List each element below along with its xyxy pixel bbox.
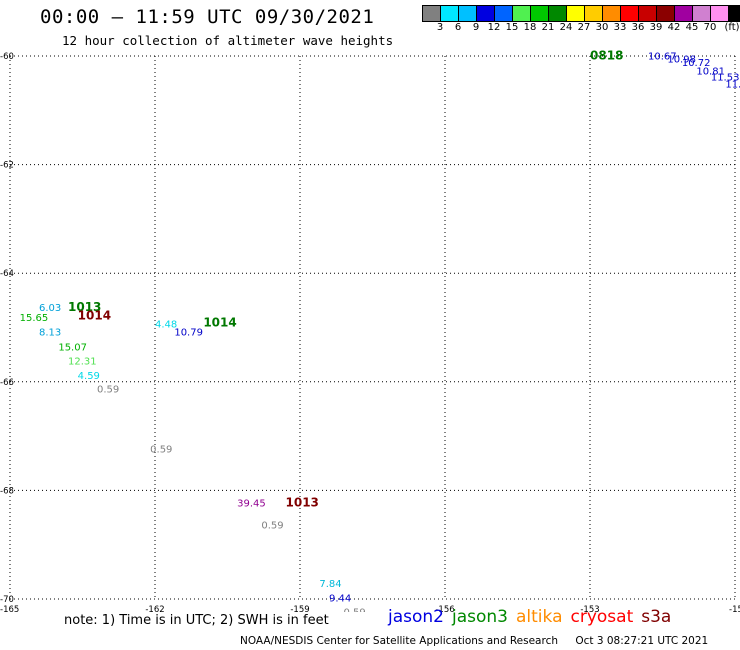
data-point-label: 12.31: [68, 356, 97, 367]
data-point-label: 10.81: [696, 66, 725, 77]
data-point-label: 7.84: [319, 579, 341, 590]
legend-entry-jason3: jason3: [452, 607, 508, 627]
data-point-label: 4.48: [155, 320, 177, 331]
color-scale-label: 30: [595, 22, 609, 33]
legend-entry-altika: altika: [516, 607, 563, 627]
color-scale-label: 15: [505, 22, 519, 33]
y-tick-label: -64: [0, 269, 14, 279]
data-point-label: 11.49: [725, 79, 740, 90]
x-tick-label: -159: [290, 605, 309, 612]
color-swatch: [423, 6, 441, 21]
color-swatch: [513, 6, 531, 21]
color-scale-labels: 3 6 9 12 15 18 21 24 27 30 33 36 39 42 45 70 (ft): [422, 22, 740, 34]
color-swatch: [729, 6, 740, 21]
time-annotation: 1014: [203, 315, 236, 329]
color-scale-label: 27: [577, 22, 591, 33]
data-point-label: 4.59: [78, 371, 100, 382]
credit-text: NOAA/NESDIS Center for Satellite Applica…: [240, 635, 558, 647]
color-swatch: [477, 6, 495, 21]
legend-entry-s3a: s3a: [641, 607, 672, 627]
credit-line: NOAA/NESDIS Center for Satellite Applica…: [240, 635, 708, 647]
data-point-label: 15.65: [20, 313, 49, 324]
color-swatch: [585, 6, 603, 21]
color-swatch: [711, 6, 729, 21]
color-scale-label: 45: [685, 22, 699, 33]
color-scale-label: 70: [703, 22, 717, 33]
units-note: note: 1) Time is in UTC; 2) SWH is in fe…: [64, 613, 329, 628]
color-scale-label: 33: [613, 22, 627, 33]
wave-height-map: -60 -62 -64 -66 -68 -70-165 -162 -159 -156 -153 -1…: [0, 48, 740, 612]
time-annotation: 1013: [286, 496, 319, 510]
color-swatch: [675, 6, 693, 21]
chart-title: 00:00 – 11:59 UTC 09/30/2021: [40, 6, 375, 28]
x-tick-label: -153: [580, 605, 599, 612]
color-scale-bar: [422, 5, 740, 22]
color-swatch: [693, 6, 711, 21]
data-point-label: 15.07: [58, 342, 87, 353]
color-swatch: [567, 6, 585, 21]
data-point-label: 8.13: [39, 328, 61, 339]
satellite-legend: jason2 jason3 altika cryosat s3a: [388, 607, 679, 627]
color-scale-label: (ft): [724, 22, 740, 33]
time-annotation: 1013: [68, 300, 101, 314]
y-tick-label: -70: [0, 595, 14, 605]
generated-timestamp: Oct 3 08:27:21 UTC 2021: [575, 635, 709, 647]
data-point-label: 10.98: [667, 55, 696, 66]
color-scale-label: 9: [472, 22, 480, 33]
color-swatch: [531, 6, 549, 21]
data-point-label: 10.79: [174, 328, 203, 339]
color-swatch: [441, 6, 459, 21]
color-scale-label: 42: [667, 22, 681, 33]
legend-entry-cryosat: cryosat: [570, 607, 634, 627]
color-swatch: [657, 6, 675, 21]
legend-entry-jason2: jason2: [388, 607, 444, 627]
time-annotation: 1014: [78, 308, 111, 322]
color-scale-label: 39: [649, 22, 663, 33]
color-swatch: [621, 6, 639, 21]
color-swatch: [603, 6, 621, 21]
data-point-label: 0.59: [97, 385, 119, 396]
data-point-label: 9.44: [329, 594, 351, 605]
color-scale-label: 3: [436, 22, 444, 33]
color-scale-label: 21: [541, 22, 555, 33]
data-point-label: 10.72: [682, 58, 711, 69]
color-scale-label: 24: [559, 22, 573, 33]
time-annotation: 0818: [590, 48, 623, 62]
data-point-label: 11.53: [711, 72, 740, 83]
y-tick-label: -68: [0, 486, 14, 496]
x-tick-label: -165: [0, 605, 19, 612]
data-point-label: 0.59: [344, 607, 366, 612]
color-scale-label: 36: [631, 22, 645, 33]
color-swatch: [495, 6, 513, 21]
color-scale-label: 18: [523, 22, 537, 33]
y-tick-label: -60: [0, 52, 14, 62]
y-tick-label: -62: [0, 161, 14, 171]
data-point-label: 0.59: [261, 520, 283, 531]
x-tick-label: -162: [145, 605, 164, 612]
data-point-label: 0.59: [150, 444, 172, 455]
color-swatch: [459, 6, 477, 21]
data-point-label: 6.03: [39, 303, 61, 314]
data-point-label: 39.45: [237, 499, 266, 510]
color-scale-label: 12: [487, 22, 501, 33]
color-scale-label: 6: [454, 22, 462, 33]
color-swatch: [639, 6, 657, 21]
color-swatch: [549, 6, 567, 21]
chart-subtitle: 12 hour collection of altimeter wave hei…: [62, 33, 394, 48]
x-tick-label: -156: [435, 605, 454, 612]
x-tick-label: -15: [729, 605, 740, 612]
data-point-label: 10.67: [648, 51, 677, 62]
y-tick-label: -66: [0, 378, 14, 388]
